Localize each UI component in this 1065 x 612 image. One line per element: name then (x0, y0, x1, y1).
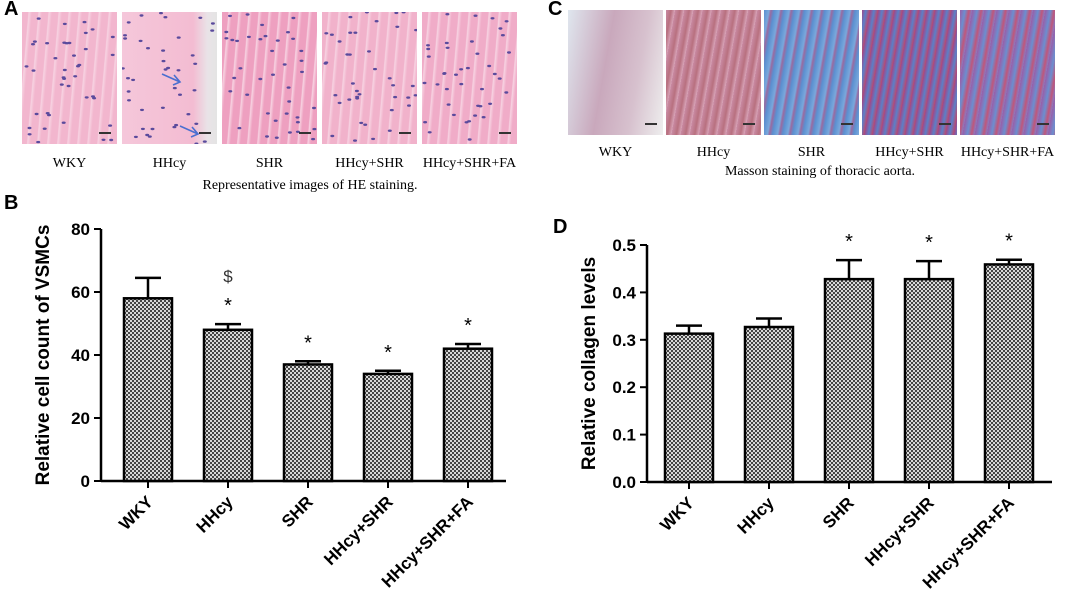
masson-micrograph (764, 10, 859, 135)
vsmc-count-chart: 0 20 40 60 80 Relative cell count of VSMCs WKY… (33, 220, 506, 591)
he-group-label: HHcy+SHR+FA (422, 156, 517, 171)
he-micrograph (222, 12, 317, 144)
significance-marker: * (464, 315, 472, 337)
masson-caption: Masson staining of thoracic aorta. (724, 164, 916, 179)
y-tick-label: 0 (81, 472, 90, 491)
scale-bar (499, 132, 511, 134)
significance-marker: * (845, 231, 853, 253)
masson-group-label: HHcy+SHR (875, 145, 944, 160)
he-group-label: SHR (255, 156, 284, 171)
scale-bar (99, 132, 111, 134)
he-micrograph (422, 12, 517, 144)
masson-micrograph (960, 10, 1055, 135)
y-tick-label: 40 (71, 346, 90, 365)
he-group-label: WKY (52, 156, 87, 171)
x-category-label: WKY (115, 492, 157, 534)
significance-marker: * (304, 332, 312, 354)
he-group-label: HHcy+SHR (335, 156, 404, 171)
significance-marker: * (224, 295, 232, 317)
he-micrograph (322, 12, 417, 144)
bar (663, 332, 715, 484)
scale-bar (199, 132, 211, 134)
x-category-label: SHR (819, 493, 858, 532)
panel-a-letter: A (4, 0, 19, 20)
y-tick-label: 60 (71, 283, 90, 302)
panel-b-letter: B (4, 192, 19, 214)
bar (202, 328, 254, 483)
y-tick-label: 80 (71, 220, 90, 239)
significance-marker: * (1005, 231, 1013, 253)
masson-group-label: WKY (598, 145, 633, 160)
y-tick-label: 0.1 (612, 426, 636, 445)
masson-micrograph (666, 10, 761, 135)
he-group-label: HHcy (152, 156, 187, 171)
y-axis-label: Relative cell count of VSMCs (33, 225, 54, 486)
x-category-label: HHcy (734, 493, 779, 538)
x-category-label: WKY (656, 493, 698, 535)
bar (823, 277, 875, 484)
significance-marker: * (384, 342, 392, 364)
y-tick-label: 20 (71, 409, 90, 428)
bar (122, 297, 174, 483)
bar (442, 347, 494, 483)
panel-c-letter: C (548, 0, 563, 20)
masson-group-label: HHcy+SHR+FA (960, 145, 1055, 160)
bar (362, 372, 414, 483)
y-axis-label: Relative collagen levels (579, 257, 600, 470)
y-tick-label: 0.5 (612, 236, 636, 255)
masson-group-label: SHR (797, 145, 826, 160)
scale-bar (743, 123, 755, 125)
scale-bar (1037, 123, 1049, 125)
y-tick-label: 0.4 (612, 283, 636, 302)
scale-bar (399, 132, 411, 134)
bar (743, 325, 795, 484)
he-micrograph (122, 12, 217, 144)
scale-bar (939, 123, 951, 125)
collagen-level-chart: 0.0 0.1 0.2 0.3 0.4 0.5 Relative collagen leve… (579, 231, 1052, 592)
he-caption: Representative images of HE staining. (202, 178, 418, 193)
masson-group-label: HHcy (696, 145, 731, 160)
bar (983, 263, 1035, 484)
y-tick-label: 0.3 (612, 331, 636, 350)
significance-marker-dollar: $ (223, 267, 233, 286)
x-category-label: HHcy (193, 492, 238, 537)
he-micrograph (22, 12, 117, 144)
masson-micrograph (568, 10, 663, 135)
x-category-label: HHcy+SHR (861, 493, 938, 570)
x-category-label: SHR (278, 492, 317, 531)
x-category-label: HHcy+SHR (320, 492, 397, 569)
bar (282, 363, 334, 483)
bar (903, 277, 955, 484)
significance-marker: * (925, 232, 933, 254)
y-tick-label: 0.2 (612, 378, 636, 397)
scale-bar (299, 132, 311, 134)
masson-micrograph (862, 10, 957, 135)
y-tick-label: 0.0 (612, 473, 636, 492)
scale-bar (645, 123, 657, 125)
scale-bar (841, 123, 853, 125)
panel-d-letter: D (553, 216, 568, 238)
